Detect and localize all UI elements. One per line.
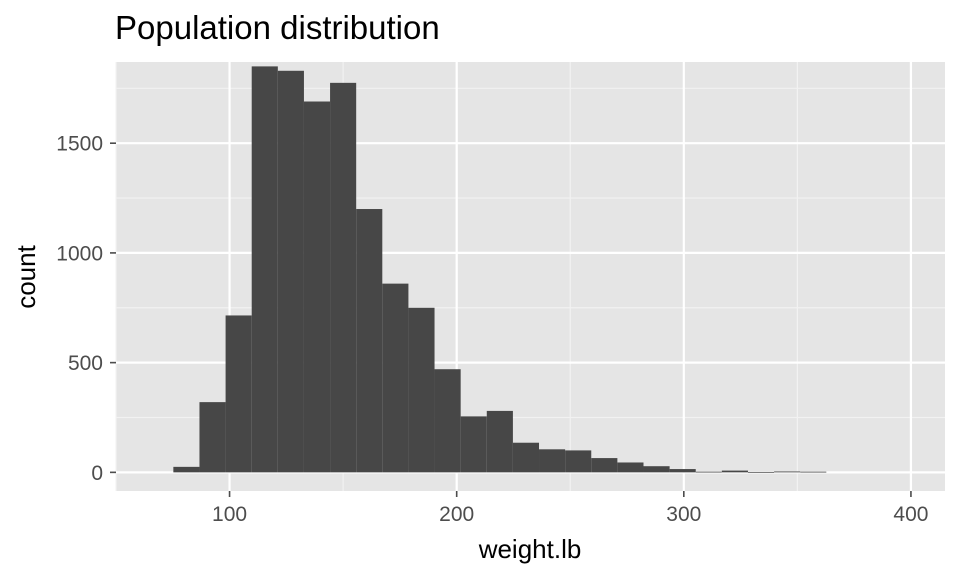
histogram-bar — [565, 450, 592, 473]
y-axis-title: count — [11, 244, 41, 308]
y-tick-label: 1500 — [56, 133, 103, 156]
y-tick-label: 500 — [68, 352, 103, 375]
histogram-bar — [486, 410, 513, 473]
histogram-bar — [512, 442, 540, 473]
x-tick-label: 300 — [666, 503, 701, 526]
histogram-bar — [225, 315, 252, 473]
histogram-bar — [434, 369, 461, 473]
x-tick-label: 400 — [893, 503, 928, 526]
histogram-bar — [617, 462, 644, 473]
histogram-bar — [303, 101, 331, 473]
histogram-bar — [408, 307, 435, 473]
y-tick-label: 1000 — [56, 242, 103, 265]
histogram-bar — [539, 449, 566, 473]
x-axis-title: weight.lb — [478, 534, 582, 564]
histogram-bars — [173, 66, 827, 473]
y-axis: 0 500 1000 1500 — [56, 133, 116, 485]
x-tick-label: 100 — [212, 503, 247, 526]
histogram-bar — [695, 471, 722, 473]
histogram-bar — [330, 82, 357, 473]
x-axis: 100 200 300 400 — [212, 491, 928, 526]
chart-title: Population distribution — [115, 9, 440, 46]
histogram-bar — [591, 458, 618, 473]
histogram-bar — [382, 283, 409, 473]
histogram-bar — [199, 402, 226, 473]
histogram-bar — [669, 469, 696, 473]
x-tick-label: 200 — [439, 503, 474, 526]
histogram-bar — [747, 471, 775, 473]
histogram-bar — [643, 466, 670, 473]
histogram-bar — [173, 466, 200, 473]
histogram-bar — [251, 66, 278, 473]
histogram-bar — [356, 209, 383, 473]
y-tick-label: 0 — [91, 462, 103, 485]
histogram-bar — [277, 70, 304, 473]
histogram-bar — [460, 416, 487, 473]
histogram-bar — [800, 471, 827, 473]
histogram-bar — [774, 471, 801, 473]
histogram-bar — [721, 470, 748, 473]
